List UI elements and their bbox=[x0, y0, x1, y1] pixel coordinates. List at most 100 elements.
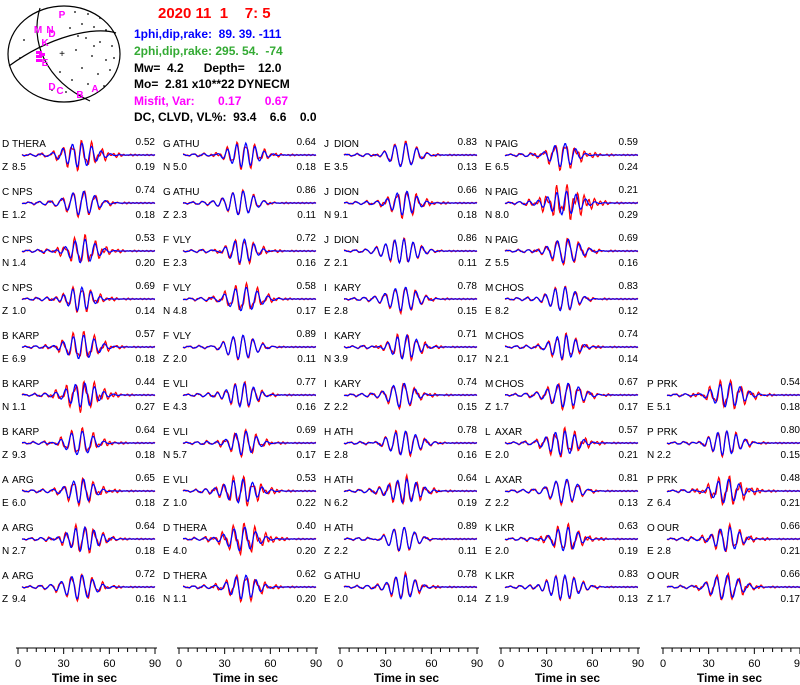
variance-reduction: 0.65 bbox=[136, 473, 156, 484]
amplitude: 0.11 bbox=[297, 354, 316, 365]
station-letter: A bbox=[2, 523, 9, 534]
component: N bbox=[485, 210, 492, 221]
beachball-station-label: K bbox=[41, 38, 49, 49]
beachball-station-label: A bbox=[91, 84, 98, 95]
station-name: ATH bbox=[334, 427, 353, 438]
amplitude: 0.17 bbox=[619, 402, 639, 413]
amplitude: 0.16 bbox=[619, 258, 639, 269]
variance-reduction: 0.54 bbox=[781, 377, 800, 388]
time-shift: 2.0 bbox=[334, 594, 348, 605]
station-name: ARG bbox=[12, 571, 34, 582]
station-letter: F bbox=[163, 235, 169, 246]
component: Z bbox=[2, 450, 8, 461]
synthetic-trace bbox=[182, 478, 316, 504]
waveform-panel: C NPS 0.69 Z 1.0 0.14 bbox=[2, 281, 155, 317]
station-name: NPS bbox=[12, 187, 33, 198]
station-name: CHOS bbox=[495, 283, 524, 294]
waveform-panel: H ATH 0.78 E 2.8 0.16 bbox=[324, 425, 477, 461]
station-name: ATHU bbox=[334, 571, 360, 582]
component: E bbox=[163, 258, 170, 269]
station-name: AXAR bbox=[495, 475, 522, 486]
polarity-dot bbox=[77, 35, 79, 37]
station-letter: E bbox=[163, 379, 170, 390]
beachball-station-label: D bbox=[48, 29, 55, 40]
synthetic-trace bbox=[21, 382, 155, 408]
synthetic-trace bbox=[21, 190, 155, 216]
variance-reduction: 0.78 bbox=[458, 281, 478, 292]
station-name: ATHU bbox=[173, 139, 199, 150]
station-name: PAIG bbox=[495, 235, 518, 246]
waveform-panel: D THERA 0.62 N 1.1 0.20 bbox=[163, 569, 316, 605]
station-letter: A bbox=[2, 571, 9, 582]
station-name: THERA bbox=[12, 139, 46, 150]
station-letter: I bbox=[324, 283, 327, 294]
station-letter: D bbox=[163, 523, 170, 534]
synthetic-trace bbox=[182, 238, 316, 264]
time-shift: 2.8 bbox=[334, 306, 348, 317]
component: Z bbox=[163, 498, 169, 509]
amplitude: 0.11 bbox=[458, 258, 477, 269]
station-letter: P bbox=[647, 475, 654, 486]
dc-clvd-vl: DC, CLVD, VL%: 93.4 6.6 0.0 bbox=[134, 110, 317, 124]
station-name: ATH bbox=[334, 475, 353, 486]
time-shift: 6.4 bbox=[657, 498, 671, 509]
synthetic-trace bbox=[343, 430, 477, 456]
x-axis-label: Time in sec bbox=[52, 671, 117, 685]
component: E bbox=[485, 306, 492, 317]
beachball-station-label: E bbox=[42, 58, 49, 69]
waveform-panel: A ARG 0.65 E 6.0 0.18 bbox=[2, 473, 155, 509]
station-name: PRK bbox=[657, 379, 678, 390]
waveform-panel: N PAIG 0.59 E 6.5 0.24 bbox=[485, 137, 638, 173]
component: Z bbox=[485, 258, 491, 269]
time-shift: 2.8 bbox=[657, 546, 671, 557]
waveform-panel: F VLY 0.89 Z 2.0 0.11 bbox=[163, 329, 316, 365]
synthetic-trace bbox=[343, 574, 477, 600]
station-letter: D bbox=[163, 571, 170, 582]
synthetic-trace bbox=[21, 142, 155, 169]
synthetic-trace bbox=[504, 430, 638, 457]
polarity-dot bbox=[93, 26, 95, 28]
component: Z bbox=[324, 546, 330, 557]
synthetic-trace bbox=[666, 574, 800, 600]
component: N bbox=[324, 498, 331, 509]
variance-reduction: 0.57 bbox=[619, 425, 639, 436]
component: E bbox=[485, 546, 492, 557]
variance-reduction: 0.71 bbox=[458, 329, 478, 340]
station-name: VLI bbox=[173, 475, 188, 486]
amplitude: 0.18 bbox=[781, 402, 800, 413]
component: Z bbox=[2, 162, 8, 173]
time-shift: 8.5 bbox=[12, 162, 26, 173]
time-axis: 0 30 60 90 Time in sec bbox=[660, 647, 800, 685]
amplitude: 0.21 bbox=[619, 450, 639, 461]
time-shift: 2.3 bbox=[173, 258, 187, 269]
station-name: VLI bbox=[173, 427, 188, 438]
amplitude: 0.14 bbox=[619, 354, 639, 365]
variance-reduction: 0.72 bbox=[136, 569, 156, 580]
waveform-panel: C NPS 0.74 E 1.2 0.18 bbox=[2, 185, 155, 221]
nodal-plane-1: 1phi,dip,rake: 89. 39. -111 bbox=[134, 27, 282, 41]
observed-trace bbox=[504, 522, 639, 550]
variance-reduction: 0.89 bbox=[458, 521, 478, 532]
variance-reduction: 0.64 bbox=[136, 425, 156, 436]
tick-label: 30 bbox=[58, 658, 70, 670]
waveform-panel: D THERA 0.40 E 4.0 0.20 bbox=[163, 521, 316, 557]
station-name: VLI bbox=[173, 379, 188, 390]
station-letter: C bbox=[2, 187, 9, 198]
time-shift: 2.2 bbox=[334, 546, 348, 557]
tick-label: 0 bbox=[15, 658, 21, 670]
station-name: PRK bbox=[657, 427, 678, 438]
station-name: KARP bbox=[12, 379, 40, 390]
time-shift: 9.3 bbox=[12, 450, 26, 461]
component: E bbox=[163, 546, 170, 557]
variance-reduction: 0.86 bbox=[297, 185, 317, 196]
amplitude: 0.18 bbox=[458, 210, 478, 221]
waveform-panel: P PRK 0.80 N 2.2 0.15 bbox=[647, 425, 800, 461]
variance-reduction: 0.69 bbox=[619, 233, 639, 244]
station-name: KARY bbox=[334, 379, 361, 390]
synthetic-trace bbox=[21, 334, 155, 360]
time-shift: 9.1 bbox=[334, 210, 348, 221]
time-shift: 6.9 bbox=[12, 354, 26, 365]
station-name: PAIG bbox=[495, 139, 518, 150]
polarity-dot bbox=[91, 55, 93, 57]
event-date: 2020 11 1 7: 5 bbox=[158, 5, 271, 22]
